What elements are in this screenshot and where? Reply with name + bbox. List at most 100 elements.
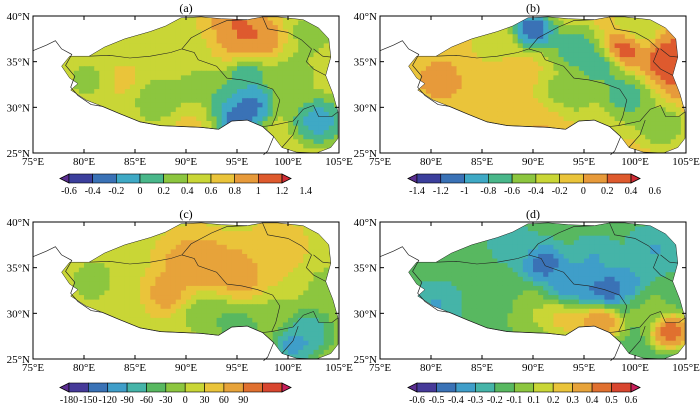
boundary-lines bbox=[379, 16, 686, 156]
lon-tick-label: 90°E bbox=[175, 362, 197, 374]
colorbar-swatch bbox=[464, 173, 489, 184]
lon-tick-label: 105°E bbox=[325, 362, 353, 374]
colorbar-tick-label: -0.8 bbox=[480, 186, 496, 197]
province-border bbox=[660, 254, 678, 264]
colorbar-tick-label: 1 bbox=[256, 186, 261, 197]
colorbar-swatch bbox=[552, 382, 573, 393]
colorbar-swatch bbox=[204, 382, 225, 393]
panel-label: (a) bbox=[179, 1, 192, 15]
colorbar-tick-label: -0.6 bbox=[61, 186, 77, 197]
colorbar-tick-label: -0.2 bbox=[552, 186, 568, 197]
lat-tick-label: 25°N bbox=[7, 148, 30, 160]
colorbar-swatch bbox=[165, 382, 186, 393]
colorbar-tick-label: 90 bbox=[238, 395, 248, 406]
colorbar-swatch bbox=[475, 382, 496, 393]
colorbar-tick-label: -30 bbox=[159, 395, 172, 406]
lat-tick-label: 30°N bbox=[354, 102, 377, 114]
lon-tick-label: 85°E bbox=[124, 362, 146, 374]
colorbar-tick-label: 0.4 bbox=[181, 186, 194, 197]
lon-tick-label: 95°E bbox=[573, 156, 595, 168]
map-panel: 40°N 35°N 30°N 25°N75°E 80°E 85°E 90°E 95°E 100°… bbox=[354, 207, 700, 406]
colorbar-swatch bbox=[68, 382, 89, 393]
colorbar-tick-label: 0.1 bbox=[527, 395, 540, 406]
colorbar-tick-label: 0.2 bbox=[547, 395, 560, 406]
colorbar-tick-label: -0.2 bbox=[108, 186, 124, 197]
province-border bbox=[271, 105, 339, 126]
province-border bbox=[618, 105, 686, 126]
colorbar-tick-label: -0.6 bbox=[504, 186, 520, 197]
colorbar-swatch bbox=[488, 173, 513, 184]
province-border bbox=[436, 48, 628, 127]
colorbar-tick-label: -0.6 bbox=[409, 395, 425, 406]
colorbar-arrow-high bbox=[630, 382, 641, 393]
province-border bbox=[628, 326, 646, 354]
colorbar-tick-label: -1.2 bbox=[433, 186, 449, 197]
colorbar-tick-label: -60 bbox=[140, 395, 153, 406]
colorbar-swatch bbox=[572, 382, 593, 393]
colorbar-arrow-low bbox=[59, 382, 70, 393]
colorbar-arrow-high bbox=[630, 173, 641, 184]
colorbar-arrow-low bbox=[407, 173, 418, 184]
lon-tick-label: 75°E bbox=[369, 156, 391, 168]
map-panel: 40°N 35°N 30°N 25°N75°E 80°E 85°E 90°E 95°E 100°… bbox=[7, 1, 353, 197]
province-border bbox=[528, 225, 595, 256]
province-border bbox=[436, 254, 628, 333]
colorbar-swatch bbox=[242, 382, 263, 393]
colorbar-tick-label: 60 bbox=[219, 395, 229, 406]
colorbar-swatch bbox=[258, 173, 283, 184]
colorbar-tick-label: 0 bbox=[581, 186, 586, 197]
lon-tick-label: 85°E bbox=[124, 156, 146, 168]
province-border bbox=[89, 254, 281, 333]
colorbar-tick-label: -0.2 bbox=[487, 395, 503, 406]
colorbar-arrow-low bbox=[59, 173, 70, 184]
colorbar-arrow-high bbox=[281, 173, 292, 184]
province-border bbox=[281, 120, 299, 148]
colorbar-swatch bbox=[416, 173, 442, 184]
lat-tick-label: 35°N bbox=[354, 263, 377, 275]
lon-tick-label: 75°E bbox=[369, 362, 391, 374]
panel-label: (b) bbox=[526, 1, 540, 15]
colorbar: -0.6 -0.4 -0.2 0 0.2 0.4 0.6 0.8 1 1.2 1.4 bbox=[59, 173, 312, 197]
lon-tick-label: 105°E bbox=[672, 362, 700, 374]
region-outline bbox=[61, 222, 339, 360]
province-border bbox=[271, 311, 339, 332]
colorbar-swatch bbox=[455, 382, 476, 393]
province-border bbox=[609, 16, 673, 76]
colorbar-tick-label: 0.4 bbox=[586, 395, 599, 406]
colorbar-tick-label: 1.4 bbox=[299, 186, 312, 197]
lat-tick-label: 40°N bbox=[7, 217, 30, 229]
colorbar-swatch bbox=[139, 173, 164, 184]
lon-tick-label: 75°E bbox=[22, 362, 44, 374]
region-outline bbox=[61, 16, 339, 154]
colorbar-swatch bbox=[116, 173, 141, 184]
colorbar-tick-label: 0.5 bbox=[605, 395, 618, 406]
province-border bbox=[660, 48, 678, 58]
lon-tick-label: 100°E bbox=[621, 156, 649, 168]
lon-tick-label: 80°E bbox=[420, 362, 442, 374]
province-border bbox=[181, 225, 248, 256]
lon-tick-label: 90°E bbox=[175, 156, 197, 168]
lon-tick-label: 80°E bbox=[73, 362, 95, 374]
colorbar-swatch bbox=[416, 382, 437, 393]
colorbar-swatch bbox=[559, 173, 584, 184]
lat-tick-label: 40°N bbox=[354, 217, 377, 229]
colorbar-tick-label: -120 bbox=[99, 395, 117, 406]
colorbar-swatch bbox=[187, 173, 212, 184]
province-border bbox=[618, 311, 686, 332]
colorbar-tick-label: -150 bbox=[79, 395, 97, 406]
region-outline bbox=[408, 16, 686, 154]
province-border bbox=[628, 120, 646, 148]
colorbar-tick-label: -1 bbox=[460, 186, 468, 197]
region-outline bbox=[408, 222, 686, 360]
lon-tick-label: 95°E bbox=[226, 362, 248, 374]
colorbar-swatch bbox=[107, 382, 128, 393]
province-border bbox=[262, 222, 326, 282]
lon-tick-label: 100°E bbox=[274, 156, 302, 168]
lon-tick-label: 90°E bbox=[522, 156, 544, 168]
colorbar: -1.4 -1.2 -1 -0.8 -0.6 -0.4 -0.2 0 0.2 0.4 0.6 bbox=[407, 173, 661, 197]
province-border bbox=[281, 326, 299, 354]
colorbar-swatch bbox=[436, 382, 457, 393]
colorbar-swatch bbox=[583, 173, 608, 184]
colorbar-tick-label: 0.2 bbox=[601, 186, 614, 197]
